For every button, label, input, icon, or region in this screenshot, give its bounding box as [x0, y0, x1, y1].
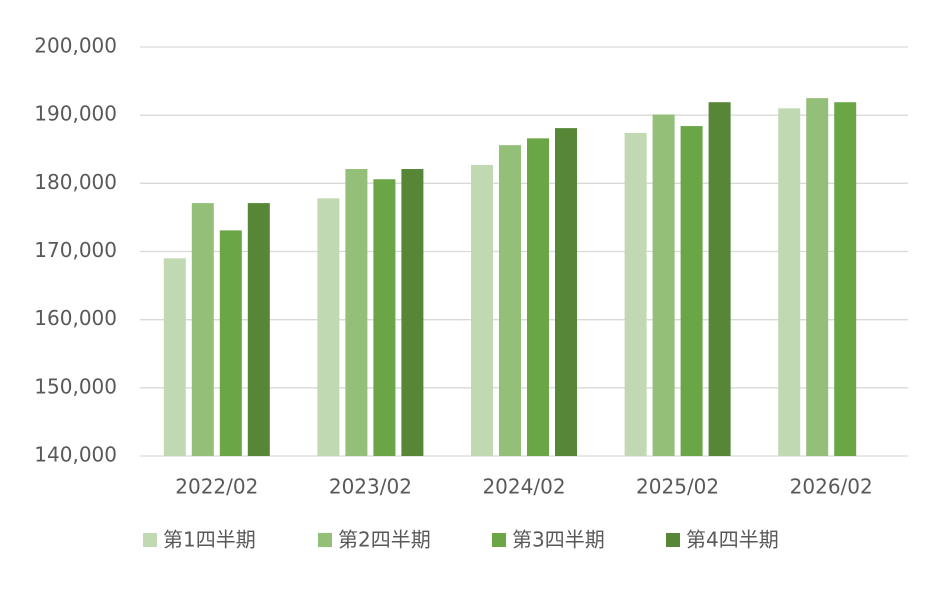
legend-swatch: [318, 533, 332, 547]
bar: [247, 203, 270, 456]
legend-label: 第1四半期: [163, 528, 256, 552]
bar: [708, 102, 731, 456]
bar: [624, 132, 647, 456]
bar: [778, 108, 801, 456]
bar: [527, 138, 549, 457]
y-tick-label: 150,000: [34, 374, 117, 398]
legend-swatch: [143, 533, 157, 547]
legend-swatch: [666, 533, 680, 547]
bar: [499, 145, 521, 456]
bar: [652, 114, 675, 457]
x-tick-label: 2026/02: [790, 475, 873, 499]
bar: [345, 169, 368, 457]
bar: [219, 230, 242, 456]
bar: [401, 169, 424, 457]
bar: [163, 258, 186, 456]
bar: [317, 198, 340, 456]
legend-label: 第4四半期: [686, 528, 779, 552]
bar: [555, 128, 577, 456]
x-tick-label: 2024/02: [482, 475, 565, 499]
x-tick-label: 2023/02: [329, 475, 412, 499]
y-tick-label: 200,000: [34, 34, 117, 58]
y-tick-label: 170,000: [34, 238, 117, 262]
legend-label: 第3四半期: [512, 528, 605, 552]
legend-label: 第2四半期: [338, 528, 431, 552]
bar: [191, 203, 214, 456]
y-tick-label: 160,000: [34, 306, 117, 330]
y-tick-label: 140,000: [34, 443, 117, 467]
bar: [373, 179, 396, 456]
y-tick-label: 180,000: [34, 170, 117, 194]
bar: [806, 98, 829, 456]
bar: [834, 102, 857, 456]
y-tick-label: 190,000: [34, 102, 117, 126]
legend-swatch: [492, 533, 506, 547]
x-tick-label: 2022/02: [175, 475, 258, 499]
bar: [471, 164, 493, 456]
x-tick-label: 2025/02: [636, 475, 719, 499]
bar: [680, 126, 703, 456]
